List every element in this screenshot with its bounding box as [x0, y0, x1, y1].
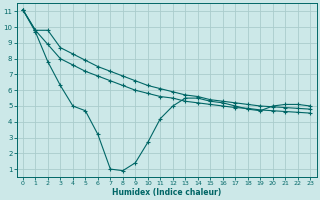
X-axis label: Humidex (Indice chaleur): Humidex (Indice chaleur) — [112, 188, 221, 197]
